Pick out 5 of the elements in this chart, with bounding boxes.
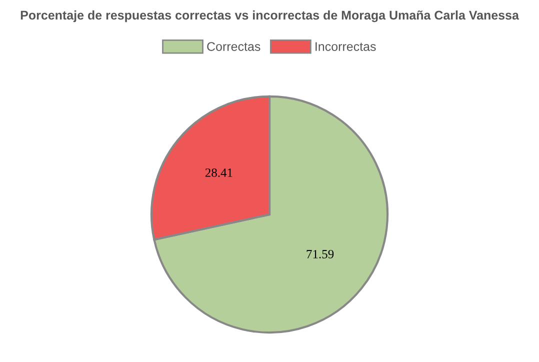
- chart-title: Porcentaje de respuestas correctas vs incorrectas de Moraga Umaña Carla Vanessa: [20, 10, 520, 22]
- legend-label: Incorrectas: [316, 42, 376, 51]
- legend-label: Correctas: [207, 42, 260, 51]
- data-label: 28.41: [205, 168, 232, 177]
- data-label: 71.59: [306, 250, 334, 258]
